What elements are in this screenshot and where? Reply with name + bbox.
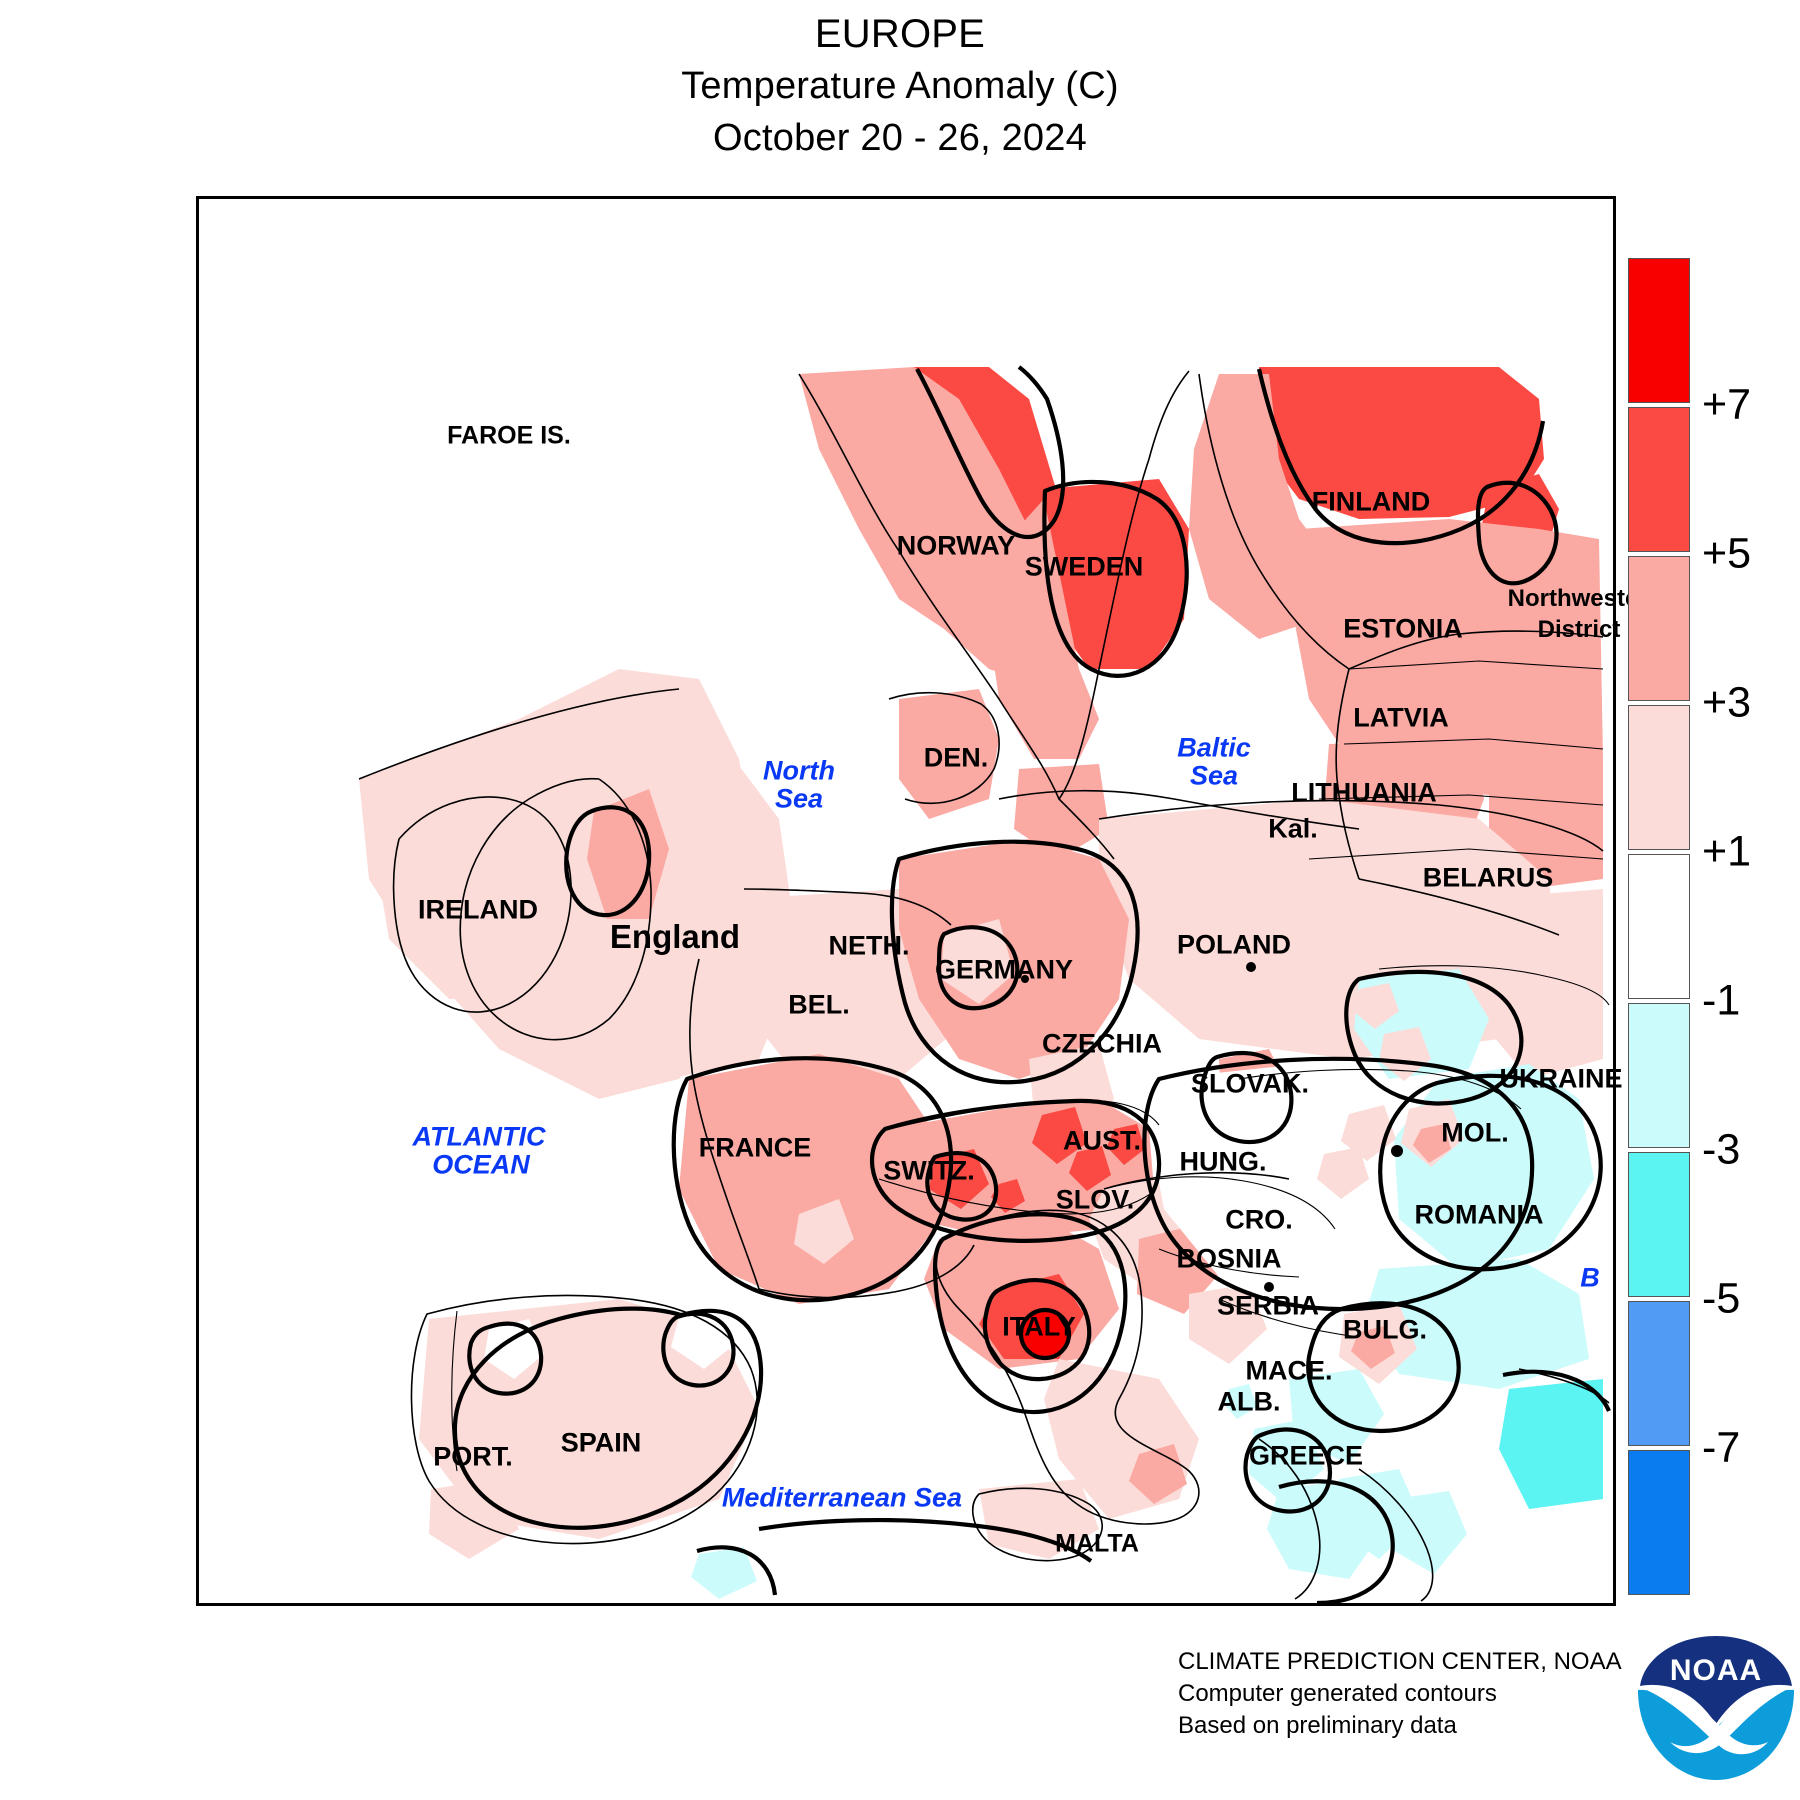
chart-title-block: EUROPE Temperature Anomaly (C) October 2… bbox=[0, 8, 1800, 164]
legend-tick-plus1: +1 bbox=[1702, 827, 1752, 876]
credit-line-1: CLIMATE PREDICTION CENTER, NOAA bbox=[1178, 1648, 1622, 1675]
credit-line-3: Based on preliminary data bbox=[1178, 1712, 1457, 1739]
contour-thin-layer bbox=[358, 688, 1604, 1190]
station-markers bbox=[1021, 962, 1403, 1292]
sea-label-baltic: Baltic bbox=[1177, 732, 1251, 763]
legend-tick-minus7: -7 bbox=[1702, 1423, 1741, 1472]
sea-label-sea: Sea bbox=[1189, 760, 1239, 791]
sea-label-sea: Sea bbox=[774, 783, 824, 814]
sea-label-mediterranean-sea: Mediterranean Sea bbox=[721, 1482, 963, 1513]
legend-band-6[interactable] bbox=[1628, 1003, 1690, 1148]
credit-block: CLIMATE PREDICTION CENTER, NOAA Computer… bbox=[1178, 1646, 1622, 1742]
anomaly-fill-layer bbox=[359, 367, 1603, 1599]
noaa-logo: NOAA bbox=[1636, 1628, 1796, 1788]
legend-tick-plus7: +7 bbox=[1702, 380, 1752, 429]
color-scale-legend[interactable]: +7 +5 +3 +1 -1 -3 -5 -7 bbox=[1628, 258, 1751, 1595]
legend-band-4[interactable] bbox=[1628, 705, 1690, 850]
legend-tick-minus5: -5 bbox=[1702, 1274, 1741, 1323]
legend-band-8[interactable] bbox=[1628, 1301, 1690, 1446]
page-title: EUROPE bbox=[814, 12, 986, 56]
legend-band-5[interactable] bbox=[1628, 854, 1690, 999]
sea-label-north: North bbox=[763, 755, 835, 786]
legend-band-1[interactable] bbox=[1628, 258, 1690, 403]
chart-subtitle: Temperature Anomaly (C) bbox=[681, 65, 1119, 107]
chart-date-range: October 20 - 26, 2024 bbox=[713, 117, 1087, 159]
legend-tick-minus1: -1 bbox=[1702, 976, 1741, 1025]
noaa-logo-icon: NOAA bbox=[1638, 1636, 1794, 1780]
sea-label-ocean: OCEAN bbox=[432, 1149, 530, 1180]
legend-tick-plus5: +5 bbox=[1702, 529, 1752, 578]
legend-tick-minus3: -3 bbox=[1702, 1125, 1741, 1174]
noaa-wordmark: NOAA bbox=[1670, 1654, 1762, 1687]
legend-band-9[interactable] bbox=[1628, 1450, 1690, 1595]
credit-line-2: Computer generated contours bbox=[1178, 1680, 1497, 1707]
legend-band-3[interactable] bbox=[1628, 556, 1690, 701]
temperature-anomaly-map bbox=[199, 199, 1613, 1603]
legend-band-2[interactable] bbox=[1628, 407, 1690, 552]
legend-tick-plus3: +3 bbox=[1702, 678, 1752, 727]
contour-layer bbox=[452, 365, 1611, 1603]
sea-label-b: B bbox=[1580, 1262, 1600, 1293]
legend-band-7[interactable] bbox=[1628, 1152, 1690, 1297]
map-panel[interactable]: FAROE IS. NORWAY SWEDEN FINLAND ESTONIA LATVI… bbox=[196, 196, 1662, 1606]
sea-label-atlantic: ATLANTIC bbox=[412, 1121, 546, 1152]
